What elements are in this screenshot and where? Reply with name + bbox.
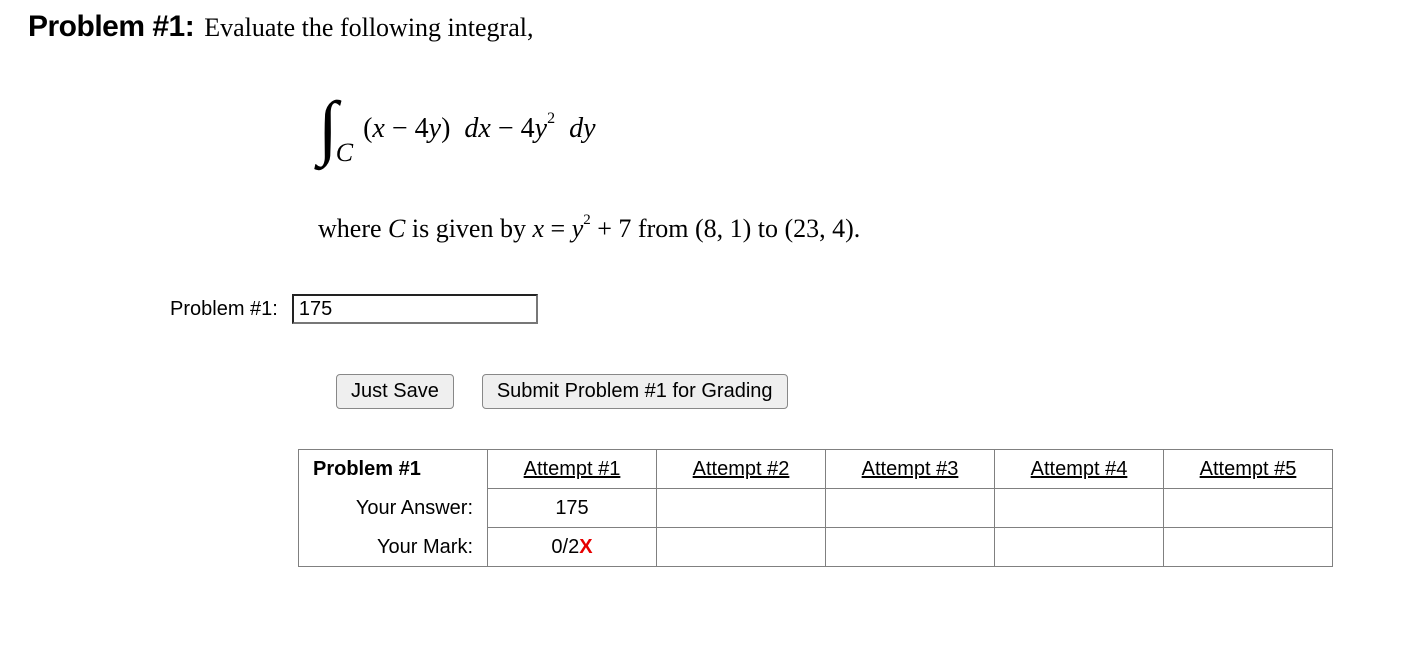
mark-cell-5	[1164, 528, 1333, 567]
button-row: Just Save Submit Problem #1 for Grading	[336, 374, 1380, 409]
minus-2: −	[498, 113, 521, 144]
mark-score-1: 0/2	[551, 536, 579, 558]
dx: dx	[464, 113, 490, 144]
paren-open: (	[363, 113, 372, 144]
answer-input[interactable]	[292, 294, 538, 324]
attempt-header-1[interactable]: Attempt #1	[488, 450, 657, 489]
cond-prefix: where	[318, 214, 388, 243]
attempt-header-5[interactable]: Attempt #5	[1164, 450, 1333, 489]
content-column: ∫ C (x − 4y) dx − 4y2 dy where C is give…	[318, 104, 1380, 244]
answer-label: Problem #1:	[170, 298, 278, 321]
dy: dy	[569, 113, 595, 144]
attempt-header-3[interactable]: Attempt #3	[826, 450, 995, 489]
table-header-row: Problem #1 Attempt #1 Attempt #2 Attempt…	[299, 450, 1333, 489]
problem-page: Problem #1: Evaluate the following integ…	[0, 0, 1408, 646]
integrand: (x − 4y) dx − 4y2 dy	[363, 113, 595, 145]
answer-cell-4	[995, 489, 1164, 528]
grade-table: Problem #1 Attempt #1 Attempt #2 Attempt…	[298, 449, 1333, 567]
problem-title: Problem #1:	[28, 10, 194, 44]
wrong-x-icon: X	[579, 536, 592, 558]
mark-cell-1: 0/2X	[488, 528, 657, 567]
table-answer-row: Your Answer: 175	[299, 489, 1333, 528]
attempt-header-4[interactable]: Attempt #4	[995, 450, 1164, 489]
minus-1: −	[385, 113, 415, 144]
table-mark-row: Your Mark: 0/2X	[299, 528, 1333, 567]
mark-cell-4	[995, 528, 1164, 567]
cond-C: C	[388, 214, 405, 243]
header-row: Problem #1: Evaluate the following integ…	[28, 10, 1380, 44]
sup-2a: 2	[547, 110, 555, 127]
answer-cell-5	[1164, 489, 1333, 528]
problem-prompt: Evaluate the following integral,	[204, 13, 533, 43]
integral-expression: ∫ C (x − 4y) dx − 4y2 dy	[318, 104, 1380, 154]
your-answer-label: Your Answer:	[299, 489, 488, 528]
paren-close: )	[441, 113, 450, 144]
cond-eq: =	[551, 214, 572, 243]
sup-2b: 2	[583, 212, 591, 228]
attempt-header-2[interactable]: Attempt #2	[657, 450, 826, 489]
answer-cell-3	[826, 489, 995, 528]
answer-row: Problem #1:	[170, 294, 1380, 324]
submit-button[interactable]: Submit Problem #1 for Grading	[482, 374, 788, 409]
cond-y: y	[572, 214, 584, 243]
mark-cell-3	[826, 528, 995, 567]
mark-cell-2	[657, 528, 826, 567]
var-y-1: y	[429, 113, 441, 144]
cond-mid2: from (8, 1) to (23, 4).	[638, 214, 860, 243]
var-x: x	[372, 113, 384, 144]
cond-mid1: is given by	[405, 214, 532, 243]
answer-cell-2	[657, 489, 826, 528]
just-save-button[interactable]: Just Save	[336, 374, 454, 409]
cond-plus: + 7	[591, 214, 638, 243]
cond-x: x	[532, 214, 550, 243]
your-mark-label: Your Mark:	[299, 528, 488, 567]
curve-condition: where C is given by x = y2 + 7 from (8, …	[318, 214, 1380, 244]
answer-cell-1: 175	[488, 489, 657, 528]
coef-4b: 4	[521, 113, 535, 144]
table-corner: Problem #1	[299, 450, 488, 489]
coef-4a: 4	[415, 113, 429, 144]
var-y-2: y	[535, 113, 547, 144]
integral-subscript: C	[336, 138, 353, 168]
